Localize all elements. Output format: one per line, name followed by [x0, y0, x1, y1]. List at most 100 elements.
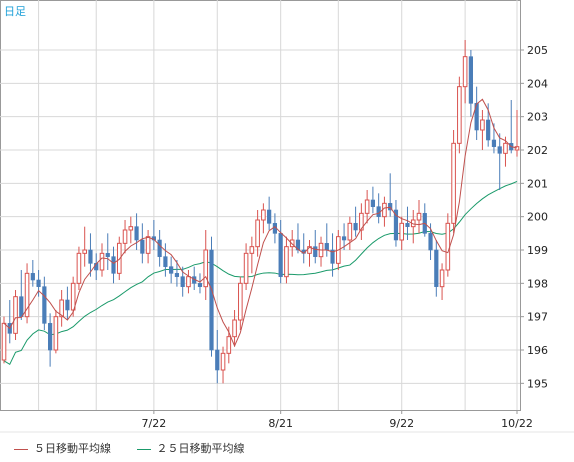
- y-tick-label: 203: [527, 111, 548, 124]
- x-tick-label: 8/21: [268, 417, 293, 430]
- candle-body: [255, 219, 260, 248]
- y-axis-labels: 195 196 197 198 199 200 201 202 203 204 205: [520, 44, 548, 390]
- candle-body: [180, 276, 185, 287]
- legend: ５日移動平均線 ２５日移動平均線: [14, 440, 267, 456]
- y-tick-label: 200: [527, 211, 548, 224]
- candle-body: [116, 242, 122, 274]
- candle-body: [284, 246, 289, 278]
- candle-body: [364, 199, 370, 214]
- ma25-line: [3, 181, 518, 366]
- candle-body: [462, 56, 468, 88]
- y-tick-label: 204: [527, 77, 548, 90]
- candle-body: [220, 352, 226, 371]
- candle-body: [497, 146, 502, 154]
- candle-body: [53, 316, 59, 351]
- candle-body: [393, 209, 399, 241]
- candle-body: [203, 249, 209, 288]
- vertical-gridlines: [38, 0, 518, 410]
- candle-body: [122, 229, 128, 244]
- candle-body: [451, 142, 456, 224]
- x-axis-labels: 7/22 8/21 9/22 10/22: [142, 410, 533, 430]
- legend-item-ma5: ５日移動平均線: [14, 440, 111, 456]
- ma5-line: [3, 98, 518, 348]
- candle-body: [105, 253, 110, 257]
- candle-body: [82, 249, 87, 254]
- candle-body: [157, 239, 162, 257]
- candle-body: [347, 222, 353, 241]
- candle-body: [1, 322, 7, 361]
- candle-body: [307, 246, 312, 254]
- y-tick-label: 197: [527, 311, 548, 324]
- candle-body: [36, 279, 41, 287]
- candle-body: [428, 233, 433, 251]
- candle-body: [145, 236, 151, 254]
- period-label: 日足: [4, 5, 26, 18]
- candle-body: [514, 146, 520, 151]
- candle-body: [491, 139, 497, 147]
- candle-body: [324, 243, 329, 251]
- candle-body: [457, 86, 462, 144]
- candle-body: [169, 266, 174, 274]
- plot-area: [0, 0, 521, 411]
- candles-layer: [1, 40, 520, 384]
- y-tick-label: 201: [527, 177, 548, 190]
- candle-body: [480, 119, 485, 131]
- candle-body: [486, 119, 491, 141]
- candle-body: [243, 252, 249, 284]
- legend-item-ma25: ２５日移動平均線: [136, 440, 245, 456]
- y-tick-label: 205: [527, 44, 548, 57]
- candle-body: [359, 212, 364, 231]
- horizontal-gridlines: [0, 49, 520, 384]
- candle-body: [128, 226, 134, 231]
- candle-body: [111, 256, 116, 274]
- candle-body: [186, 276, 191, 288]
- ma25-layer: [3, 181, 518, 366]
- candle-body: [313, 246, 318, 257]
- legend-swatch-ma25: [136, 448, 151, 450]
- candle-body: [261, 209, 266, 221]
- candle-body: [59, 299, 64, 318]
- candle-body: [48, 323, 53, 351]
- candle-body: [197, 283, 203, 287]
- candle-body: [13, 296, 18, 334]
- candle-body: [226, 336, 232, 354]
- candle-body: [434, 249, 439, 287]
- candle-body: [295, 239, 301, 251]
- x-tick-label: 9/22: [389, 417, 414, 430]
- candle-body: [399, 222, 405, 241]
- candle-body: [76, 252, 82, 284]
- candle-body: [416, 212, 422, 221]
- candle-body: [232, 319, 237, 338]
- y-tick-label: 196: [527, 344, 548, 357]
- candle-body: [405, 223, 410, 227]
- candle-body: [238, 282, 243, 321]
- candle-body: [99, 252, 105, 271]
- y-tick-label: 195: [527, 377, 548, 390]
- candle-body: [278, 233, 283, 277]
- legend-swatch-ma5: [14, 448, 28, 450]
- candle-body: [341, 236, 347, 241]
- candle-body: [209, 249, 214, 351]
- candle-body: [19, 296, 24, 317]
- candle-body: [474, 103, 479, 131]
- y-tick-label: 199: [527, 244, 548, 257]
- candle-body: [439, 269, 445, 288]
- y-tick-label: 202: [527, 144, 548, 157]
- candle-body: [330, 249, 335, 264]
- candle-body: [267, 209, 272, 224]
- legend-label-ma25: ２５日移動平均線: [156, 442, 245, 455]
- candle-body: [140, 239, 145, 254]
- candle-body: [42, 286, 47, 324]
- x-tick-label: 7/22: [142, 417, 167, 430]
- candle-body: [215, 349, 220, 371]
- candle-body: [65, 299, 70, 311]
- candle-body: [445, 222, 451, 271]
- candle-body: [468, 56, 473, 104]
- legend-label-ma5: ５日移動平均線: [34, 442, 111, 455]
- candle-body: [382, 202, 387, 218]
- y-tick-label: 198: [527, 277, 548, 290]
- candle-body: [134, 226, 139, 241]
- candle-body: [24, 272, 30, 318]
